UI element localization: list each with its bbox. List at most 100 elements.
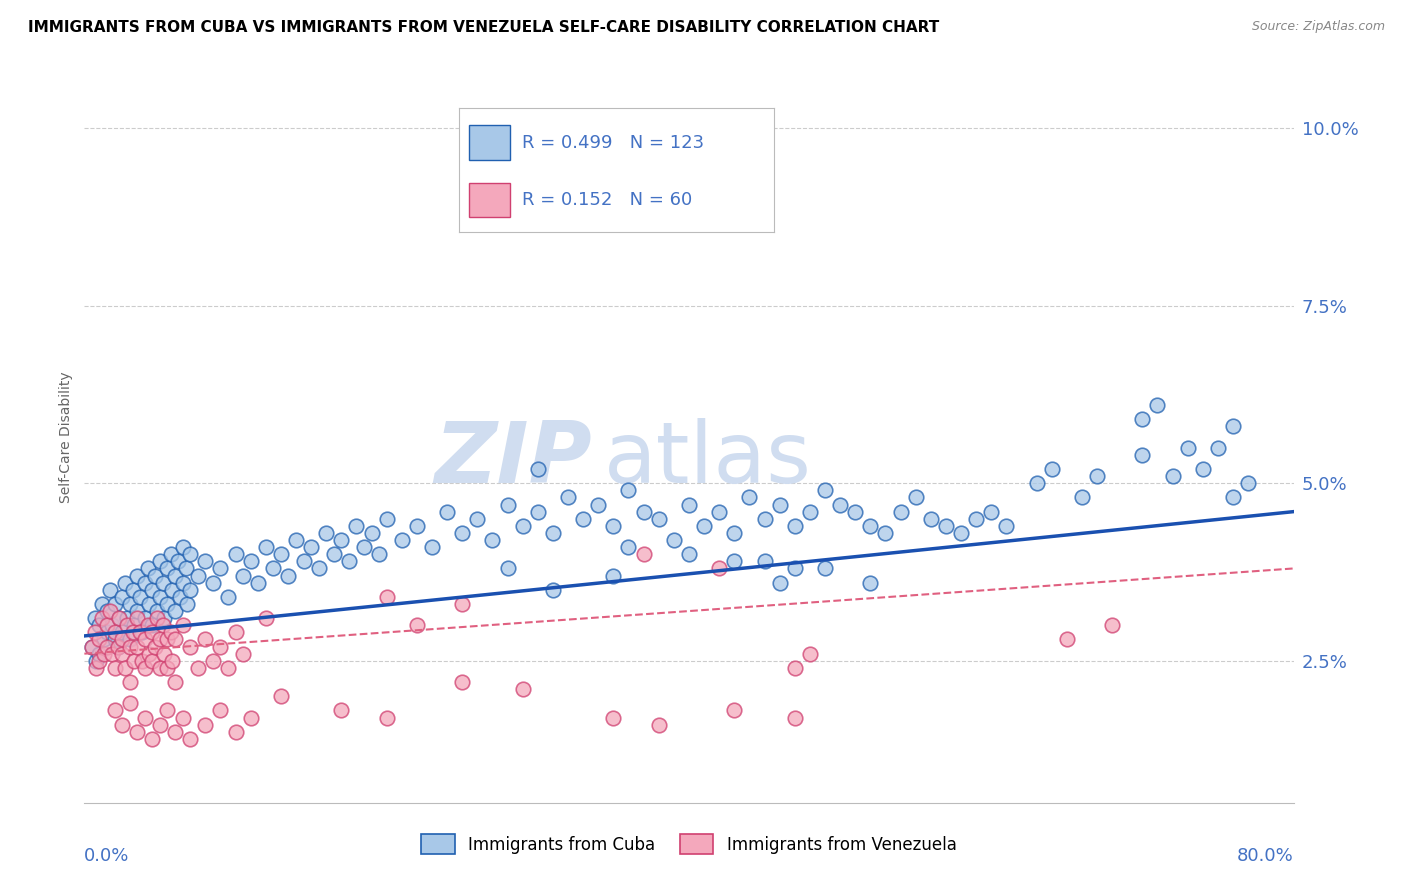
Point	[308, 561, 330, 575]
Point	[1237, 476, 1260, 491]
Point	[136, 561, 159, 575]
Point	[541, 582, 564, 597]
Point	[149, 554, 172, 568]
Point	[165, 632, 187, 647]
Point	[451, 597, 474, 611]
Point	[950, 525, 973, 540]
Point	[141, 625, 163, 640]
Point	[89, 632, 111, 647]
Point	[769, 575, 792, 590]
Point	[91, 611, 114, 625]
Point	[769, 498, 792, 512]
Point	[152, 575, 174, 590]
Point	[156, 632, 179, 647]
Point	[783, 710, 806, 724]
Point	[588, 498, 610, 512]
Point	[107, 640, 129, 654]
Point	[527, 462, 550, 476]
Point	[84, 611, 107, 625]
Point	[156, 561, 179, 575]
Point	[693, 519, 716, 533]
Point	[859, 519, 882, 533]
Point	[467, 512, 489, 526]
Point	[1071, 491, 1094, 505]
Point	[91, 597, 114, 611]
Point	[270, 690, 292, 704]
Point	[723, 554, 745, 568]
Point	[141, 731, 163, 746]
Point	[247, 575, 270, 590]
Point	[292, 554, 315, 568]
Point	[93, 647, 115, 661]
Point	[633, 505, 655, 519]
Point	[118, 597, 141, 611]
Point	[451, 525, 474, 540]
Legend: Immigrants from Cuba, Immigrants from Venezuela: Immigrants from Cuba, Immigrants from Ve…	[415, 828, 963, 860]
Point	[420, 540, 443, 554]
Point	[111, 590, 134, 604]
Point	[169, 590, 191, 604]
Point	[176, 597, 198, 611]
Point	[662, 533, 685, 547]
Point	[115, 611, 138, 625]
Point	[134, 661, 156, 675]
Point	[436, 505, 458, 519]
Point	[89, 654, 111, 668]
Point	[86, 661, 108, 675]
Point	[920, 512, 942, 526]
Point	[481, 533, 503, 547]
Point	[617, 540, 640, 554]
Point	[187, 661, 209, 675]
Point	[602, 519, 624, 533]
Point	[723, 206, 745, 220]
Point	[754, 512, 776, 526]
Point	[98, 582, 121, 597]
Point	[512, 682, 534, 697]
Point	[156, 704, 179, 718]
Point	[330, 533, 353, 547]
Point	[121, 582, 143, 597]
Point	[141, 618, 163, 632]
Point	[225, 625, 247, 640]
Point	[111, 632, 134, 647]
Point	[107, 640, 129, 654]
Point	[368, 547, 391, 561]
Point	[134, 632, 156, 647]
Point	[111, 625, 134, 640]
Point	[904, 491, 927, 505]
Point	[648, 512, 671, 526]
Point	[225, 547, 247, 561]
Point	[194, 717, 217, 731]
Point	[783, 519, 806, 533]
Point	[187, 568, 209, 582]
Point	[557, 491, 579, 505]
Point	[225, 724, 247, 739]
Point	[167, 554, 190, 568]
Point	[209, 561, 232, 575]
Point	[1146, 398, 1168, 412]
Point	[146, 604, 169, 618]
Y-axis label: Self-Care Disability: Self-Care Disability	[59, 371, 73, 503]
Point	[159, 547, 181, 561]
Point	[391, 533, 413, 547]
Point	[153, 611, 176, 625]
Point	[353, 540, 375, 554]
Point	[754, 554, 776, 568]
Point	[100, 647, 122, 661]
Point	[127, 724, 149, 739]
Point	[375, 590, 398, 604]
Point	[127, 568, 149, 582]
Point	[165, 675, 187, 690]
Point	[980, 505, 1002, 519]
Point	[149, 632, 172, 647]
Point	[209, 640, 232, 654]
Point	[322, 547, 344, 561]
Point	[80, 640, 103, 654]
Point	[96, 618, 118, 632]
Point	[194, 554, 217, 568]
Point	[254, 611, 277, 625]
Point	[129, 625, 152, 640]
Point	[127, 611, 149, 625]
Point	[118, 640, 141, 654]
Point	[496, 498, 519, 512]
